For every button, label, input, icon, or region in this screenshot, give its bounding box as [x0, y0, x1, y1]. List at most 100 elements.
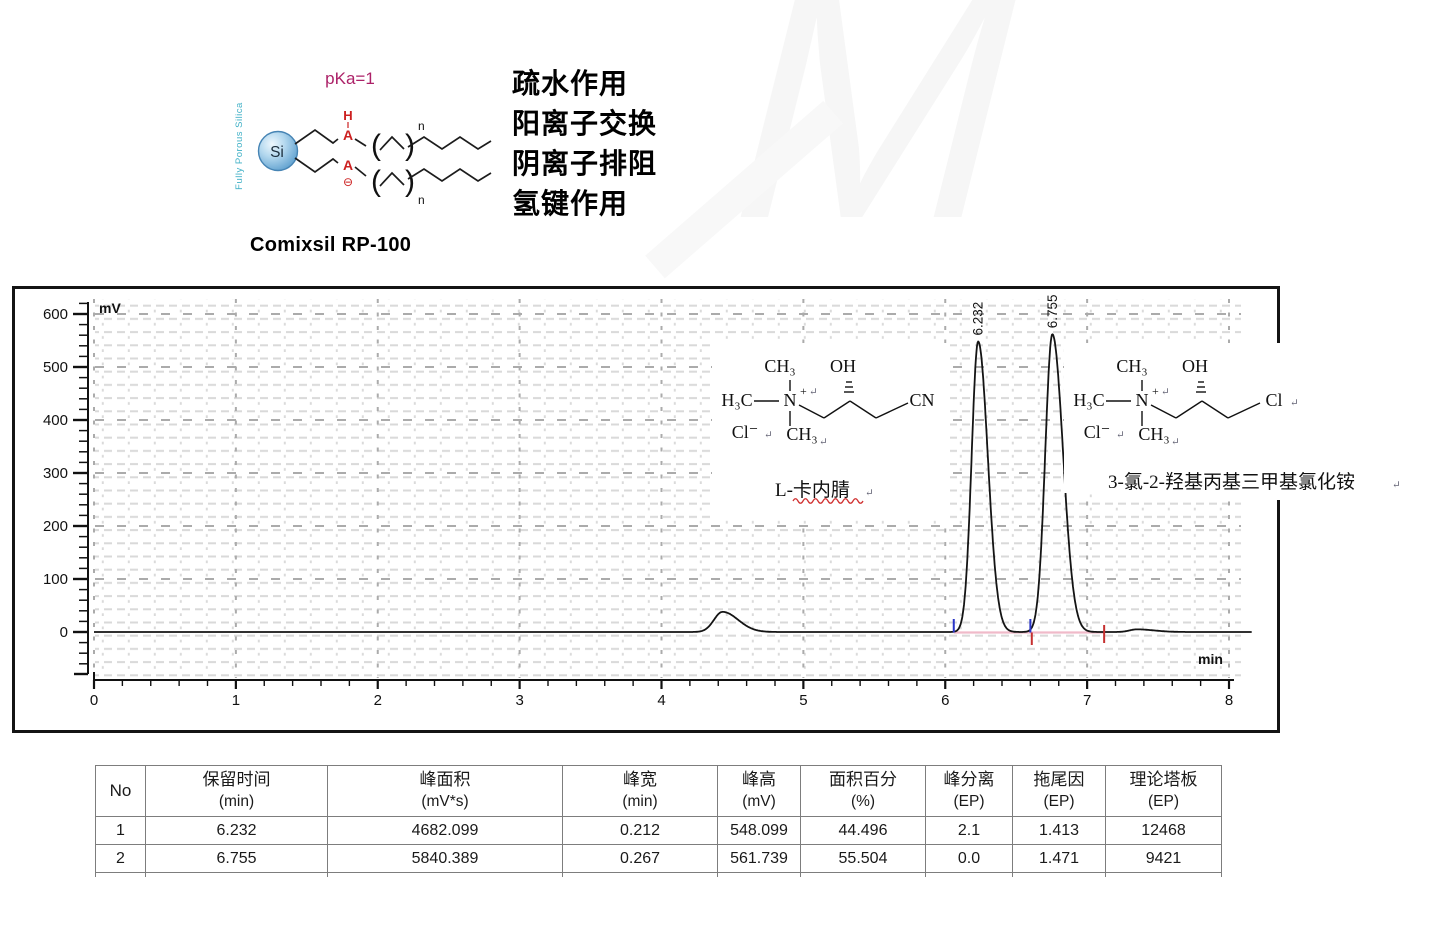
table-cell: 548.099 [717, 816, 801, 845]
column-header: No [95, 765, 146, 817]
y-tick-label: 0 [60, 624, 68, 641]
a-site-label: A [343, 127, 353, 143]
table-cell: 0.212 [562, 816, 718, 845]
table-cell [717, 872, 801, 877]
table-cell: 55.504 [800, 844, 926, 873]
y-axis-unit: mV [99, 300, 121, 316]
return-mark: ↵ [809, 387, 818, 398]
caption-overlay-right [1100, 464, 1392, 500]
x-tick-label: 0 [90, 692, 98, 709]
y-tick-label: 300 [43, 465, 68, 482]
end-group-label: CN [909, 390, 934, 410]
atom-label: OH [830, 356, 856, 376]
column-header: 面积百分 (%) [800, 765, 926, 817]
structure-caption-left: L-卡内腈 [775, 479, 850, 501]
atom-label: CH₃ [1138, 424, 1169, 444]
table-cell: 2 [95, 844, 146, 873]
table-row: 2 6.755 5840.389 0.267 561.739 55.504 0.0 1.471… [95, 844, 1222, 873]
alkyl-chain [407, 135, 492, 151]
alkyl-chain [379, 171, 405, 187]
a-site-label: A [343, 157, 353, 173]
column-header-title: 保留时间 [202, 770, 271, 789]
structure-overlay-left [712, 343, 950, 519]
bracket-close: ) [405, 165, 415, 198]
x-tick-label: 8 [1225, 692, 1233, 709]
stationary-phase-diagram: pKa=1 Fully Porous Silica Si H A ( ) n A… [234, 69, 492, 207]
spellcheck-squiggle [792, 498, 864, 504]
property-line: 阴离子排阻 [512, 148, 658, 179]
table-cell: 12468 [1105, 816, 1222, 845]
atom-label: H₃C [721, 390, 752, 410]
column-header-unit: (EP) [1043, 793, 1075, 810]
column-header: 拖尾因 (EP) [1012, 765, 1106, 817]
table-cell [1105, 872, 1222, 877]
bracket-open: ( [371, 165, 381, 198]
fully-porous-silica-label: Fully Porous Silica [234, 102, 245, 190]
column-product-name: Comixsil RP-100 [250, 234, 412, 256]
y-tick-label: 600 [43, 306, 68, 323]
minus-charge-icon: ⊖ [343, 175, 353, 189]
column-header-title: 峰宽 [623, 770, 657, 789]
y-tick-label: 400 [43, 412, 68, 429]
alkyl-chain [407, 167, 492, 183]
x-tick-label: 3 [515, 692, 523, 709]
bracket-open: ( [371, 129, 381, 162]
alkyl-chain [354, 166, 367, 177]
counterion-label: Cl⁻ [732, 422, 759, 442]
column-header-unit: (min) [622, 793, 658, 810]
peak-rt-label: 6.755 [1045, 294, 1060, 328]
column-header-unit: (mV*s) [421, 793, 469, 810]
y-tick-label: 200 [43, 518, 68, 535]
bond [1175, 400, 1203, 419]
table-cell [800, 872, 926, 877]
atom-label: OH [1182, 356, 1208, 376]
table-cell: 5840.389 [327, 844, 563, 873]
table-cell: 1.471 [1012, 844, 1106, 873]
y-tick-label: 100 [43, 571, 68, 588]
charge-label: + [1152, 384, 1159, 398]
atom-label: CH₃ [764, 356, 795, 376]
return-mark: ↵ [865, 488, 874, 499]
signal-curve [93, 333, 1252, 633]
peak-table: No 保留时间 (min) 峰面积 (mV*s) 峰宽 (min) 峰高 (mV) 面积百分 (%)… [95, 765, 1222, 877]
return-mark: ↵ [764, 430, 773, 441]
column-header-title: No [109, 781, 132, 800]
x-tick-label: 4 [657, 692, 665, 709]
bond [1150, 404, 1177, 419]
bond [1227, 402, 1261, 419]
column-header-unit: (mV) [742, 793, 776, 810]
return-mark: ↵ [819, 437, 828, 448]
alkyl-chain [294, 157, 339, 174]
bond [849, 400, 877, 419]
alkyl-chain [379, 135, 405, 151]
n-subscript: n [418, 193, 425, 207]
return-mark: ↵ [1171, 437, 1180, 448]
n-subscript: n [418, 119, 425, 133]
table-cell: 1 [95, 816, 146, 845]
column-header-unit: (EP) [953, 793, 985, 810]
column-header-unit: (EP) [1148, 793, 1179, 810]
column-header: 峰面积 (mV*s) [327, 765, 563, 817]
column-header-unit: (%) [850, 793, 876, 810]
atom-label: CH₃ [1116, 356, 1147, 376]
peak-table-container: No 保留时间 (min) 峰面积 (mV*s) 峰宽 (min) 峰高 (mV) 面积百分 (%)… [95, 765, 1222, 877]
table-header-row: No 保留时间 (min) 峰面积 (mV*s) 峰宽 (min) 峰高 (mV) 面积百分 (%)… [95, 765, 1222, 817]
table-cell: 6.755 [145, 844, 328, 873]
property-line: 阳离子交换 [512, 108, 658, 139]
column-header: 峰高 (mV) [717, 765, 801, 817]
table-row-cropped [95, 872, 1222, 877]
property-line: 氢键作用 [512, 188, 629, 219]
column-header-title: 峰高 [742, 770, 776, 789]
table-cell: 2.1 [925, 816, 1013, 845]
column-header: 峰分离 (EP) [925, 765, 1013, 817]
y-tick-label: 500 [43, 359, 68, 376]
x-tick-label: 7 [1083, 692, 1091, 709]
h-label: H [343, 108, 352, 123]
chromatogram: 0 100 200 300 400 500 600 mV 0 1 2 3 4 5 6 7 8 min 6.232 6.… [12, 286, 1401, 733]
x-tick-label: 5 [799, 692, 807, 709]
pka-label: pKa=1 [325, 69, 375, 88]
table-row: 1 6.232 4682.099 0.212 548.099 44.496 2.1 1.413… [95, 816, 1222, 845]
table-cell [925, 872, 1013, 877]
column-header: 保留时间 (min) [145, 765, 328, 817]
